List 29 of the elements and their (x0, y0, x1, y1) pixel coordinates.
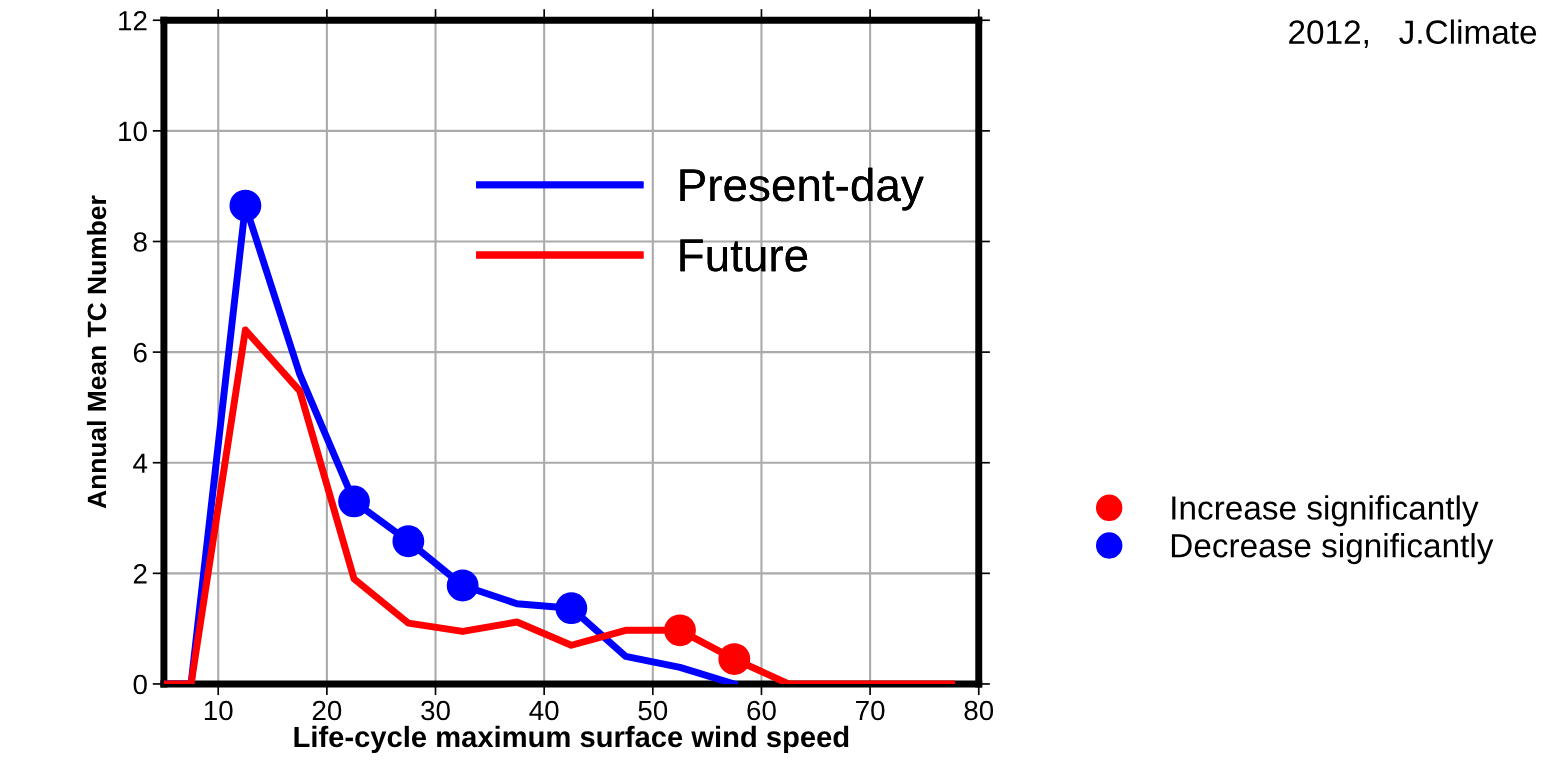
legend-label: Present-day (680, 167, 924, 211)
y-tick-label: 4 (133, 453, 148, 473)
x-tick-label: 40 (529, 700, 559, 721)
text: 2012, J.Climate (1289, 19, 1537, 48)
point (392, 525, 425, 558)
y-tick-label: 6 (133, 342, 147, 363)
y-axis-title: Annual Mean TC Number (86, 195, 107, 509)
legend-label: Future (680, 239, 808, 272)
point (718, 643, 751, 675)
legend-label: Increase significantly (1172, 495, 1479, 527)
y-tick-label: 12 (119, 10, 147, 31)
point (555, 592, 588, 625)
y-tick-label: 0 (133, 674, 147, 695)
y-tick-label: 8 (133, 232, 147, 252)
point (229, 189, 262, 222)
x-axis-title: Life-cycle maximum surface wind speed (294, 725, 849, 754)
x-tick-label: 50 (638, 700, 668, 721)
x-tick-label: 60 (747, 700, 776, 721)
point (446, 569, 479, 602)
legend-label: Decrease significantly (1171, 533, 1494, 565)
x-tick-label: 70 (856, 700, 885, 721)
y-tick-label: 2 (133, 564, 147, 584)
point (664, 614, 696, 647)
y-tick-label: 10 (119, 121, 147, 142)
x-tick-label: 80 (964, 700, 994, 721)
x-tick-label: 30 (421, 700, 450, 721)
point (338, 485, 370, 518)
x-tick-label: 10 (204, 700, 233, 721)
x-tick-label: 20 (312, 700, 342, 721)
